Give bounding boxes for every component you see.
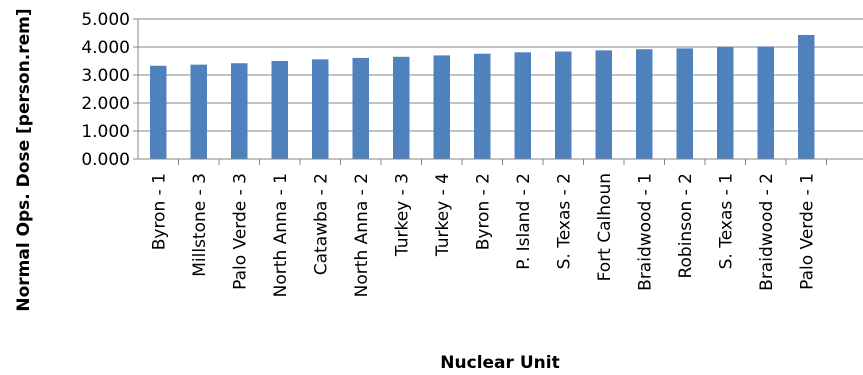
y-tick-label: 4.000 <box>81 38 130 58</box>
x-tick-label: Byron - 1 <box>149 173 169 250</box>
x-tick-labels: Byron - 1 Millstone - 3 Palo Verde - 3 Nort… <box>149 173 817 297</box>
bar <box>190 64 207 159</box>
x-axis-title: Nuclear Unit <box>440 353 559 373</box>
gridlines <box>138 18 863 132</box>
bar <box>555 51 572 160</box>
x-tick-label: Robinson - 2 <box>676 173 696 279</box>
x-tick-label: Braidwood - 2 <box>757 173 777 291</box>
bar <box>474 53 491 159</box>
bar <box>636 49 653 159</box>
x-tick-label: North Anna - 2 <box>352 173 372 297</box>
x-tick-label: Palo Verde - 3 <box>230 173 250 290</box>
bars <box>150 34 815 160</box>
bar <box>271 61 288 159</box>
bar <box>757 46 774 159</box>
x-tick-label: Braidwood - 1 <box>635 173 655 291</box>
y-axis-title: Normal Ops. Dose [person.rem] <box>14 8 34 311</box>
bar <box>514 52 531 159</box>
y-tick-label: 2.000 <box>81 94 130 114</box>
y-tick-label: 5.000 <box>81 10 130 30</box>
x-tick-label: Turkey - 4 <box>433 173 453 257</box>
bar <box>352 57 369 159</box>
bar <box>798 34 815 159</box>
x-tick-label: S. Texas - 2 <box>554 173 574 269</box>
x-tick-label: S. Texas - 1 <box>716 173 736 269</box>
bar <box>231 63 248 159</box>
x-tick-label: Byron - 2 <box>473 173 493 250</box>
x-tick-label: P. Island - 2 <box>514 173 534 270</box>
bar <box>312 59 329 159</box>
x-tick-label: Catawba - 2 <box>311 173 331 275</box>
axes <box>133 18 863 165</box>
x-tick-label: Turkey - 3 <box>392 173 412 257</box>
bar <box>150 65 167 159</box>
bar <box>676 48 693 159</box>
bar <box>717 47 734 159</box>
bar <box>595 50 612 159</box>
x-tick-label: Palo Verde - 1 <box>797 173 817 290</box>
x-tick-label: Millstone - 3 <box>190 173 210 277</box>
x-tick-label: North Anna - 1 <box>271 173 291 297</box>
x-tick-label: Fort Calhoun <box>595 173 615 281</box>
y-tick-labels: 0.000 1.000 2.000 3.000 4.000 5.000 <box>81 10 130 170</box>
bar <box>433 55 450 159</box>
y-tick-label: 1.000 <box>81 122 130 142</box>
bar <box>393 56 410 159</box>
y-tick-label: 0.000 <box>81 150 130 170</box>
y-tick-label: 3.000 <box>81 66 130 86</box>
